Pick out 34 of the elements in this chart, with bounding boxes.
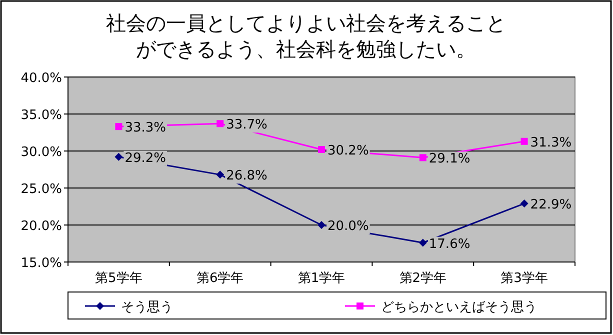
point [114, 152, 123, 161]
point [318, 221, 326, 229]
point [216, 120, 224, 128]
x-tick-label: 第5学年 [95, 271, 142, 286]
y-tick-label: 15.0% [20, 256, 62, 271]
point [418, 238, 427, 247]
data-label: 29.2% [124, 150, 166, 166]
x-tick-label: 第3学年 [500, 271, 548, 286]
point [318, 146, 325, 154]
data-label: 31.3% [530, 135, 572, 150]
x-tick-label: 第2学年 [399, 271, 447, 286]
y-tick-label: 20.0% [20, 219, 62, 234]
point [520, 200, 528, 208]
data-label: 26.8% [226, 168, 268, 184]
legend-label: そう思う [121, 300, 173, 315]
data-label: 33.7% [226, 118, 268, 133]
point [419, 154, 426, 162]
x-tick-label: 第1学年 [298, 271, 346, 286]
y-tick-label: 30.0% [20, 145, 62, 160]
point [216, 170, 224, 179]
data-label: 22.9% [530, 198, 572, 213]
data-label: 30.2% [328, 144, 369, 159]
data-label: 20.0% [328, 219, 369, 234]
point [115, 123, 122, 130]
y-tick-label: 35.0% [20, 108, 62, 123]
y-tick-label: 25.0% [20, 182, 62, 197]
chart-title: 社会の一員としてよりよい社会を考えることができるよう、社会科を勉強したい。 [106, 11, 506, 61]
x-tick-label: 第6学年 [196, 271, 244, 286]
y-tick-label: 40.0% [20, 71, 62, 86]
point [520, 138, 528, 145]
legend-label: どちらかといえばそう思う [381, 300, 537, 315]
data-label: 29.1% [428, 152, 470, 167]
data-label: 33.3% [124, 120, 166, 136]
data-label: 17.6% [428, 236, 470, 252]
